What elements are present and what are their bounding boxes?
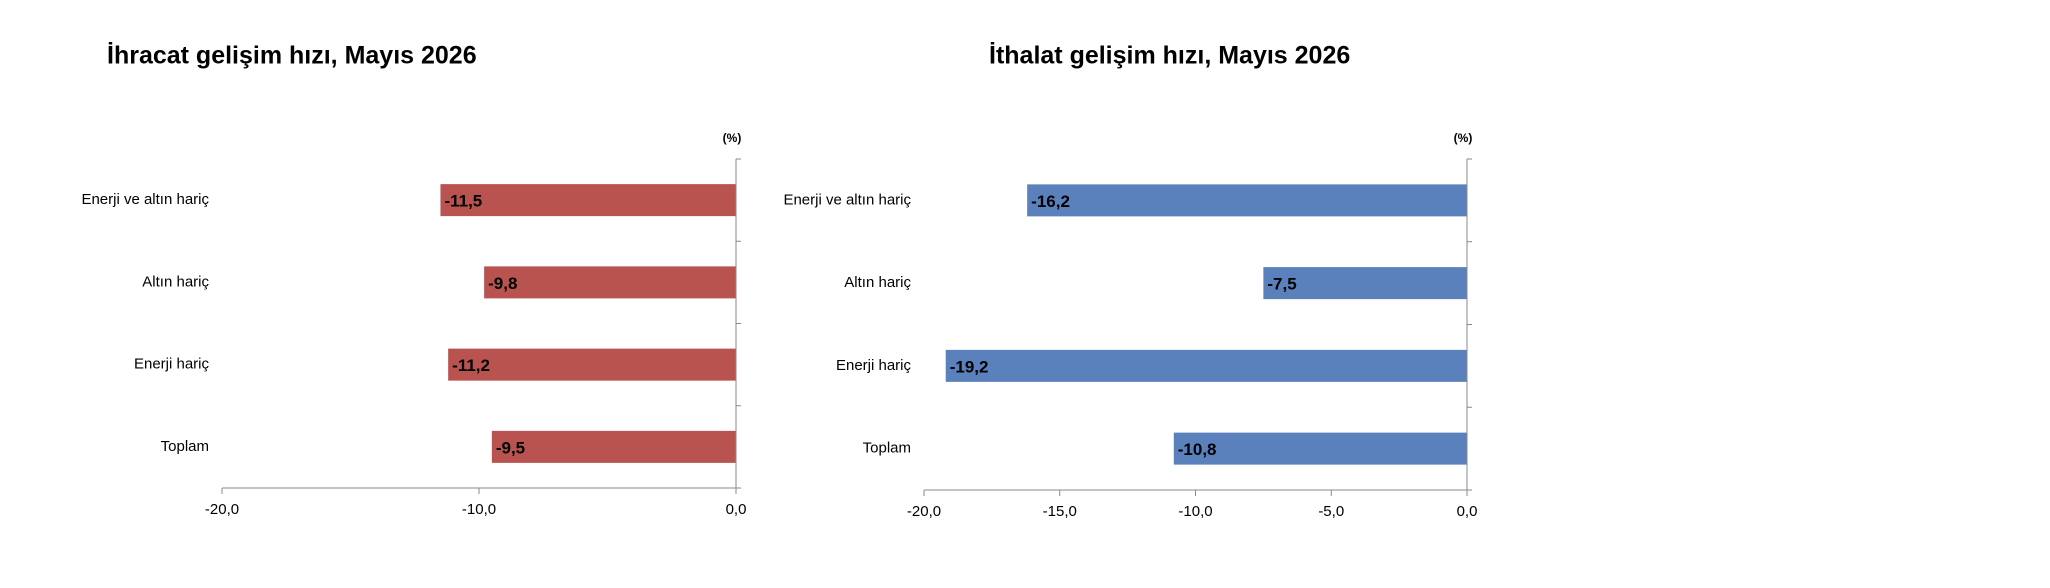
category-label: Toplam	[161, 438, 209, 455]
bar	[1263, 267, 1467, 300]
x-tick-label: -10,0	[1178, 503, 1212, 520]
x-tick-label: -15,0	[1043, 503, 1077, 520]
category-label: Enerji hariç	[836, 357, 912, 374]
value-label: -7,5	[1267, 275, 1296, 294]
x-tick-label: 0,0	[1457, 503, 1478, 520]
chart-title: İthalat gelişim hızı, Mayıs 2026	[989, 42, 1350, 70]
bar	[945, 349, 1467, 382]
bar	[448, 348, 736, 381]
x-tick-label: 0,0	[726, 501, 747, 518]
unit-label: (%)	[1454, 131, 1473, 145]
x-tick-label: -20,0	[907, 503, 941, 520]
value-label: -10,8	[1178, 440, 1217, 459]
value-label: -16,2	[1031, 192, 1070, 211]
value-label: -11,5	[444, 192, 482, 211]
chart-title: İhracat gelişim hızı, Mayıs 2026	[107, 42, 477, 70]
bar	[491, 430, 736, 463]
value-label: -19,2	[950, 357, 989, 376]
bar	[1027, 184, 1467, 217]
bar	[484, 266, 736, 299]
unit-label: (%)	[723, 131, 742, 145]
category-label: Altın hariç	[844, 274, 911, 291]
bar	[1173, 432, 1467, 465]
x-tick-label: -20,0	[205, 501, 239, 518]
category-label: Enerji ve altın hariç	[81, 191, 209, 208]
category-label: Toplam	[863, 440, 911, 457]
x-tick-label: -5,0	[1318, 503, 1344, 520]
x-tick-label: -10,0	[462, 501, 496, 518]
category-label: Enerji hariç	[134, 356, 210, 373]
value-label: -11,2	[452, 356, 490, 375]
value-label: -9,5	[496, 438, 525, 457]
category-label: Enerji ve altın hariç	[783, 191, 911, 208]
bar	[440, 184, 736, 217]
category-label: Altın hariç	[142, 273, 209, 290]
value-label: -9,8	[488, 274, 517, 293]
